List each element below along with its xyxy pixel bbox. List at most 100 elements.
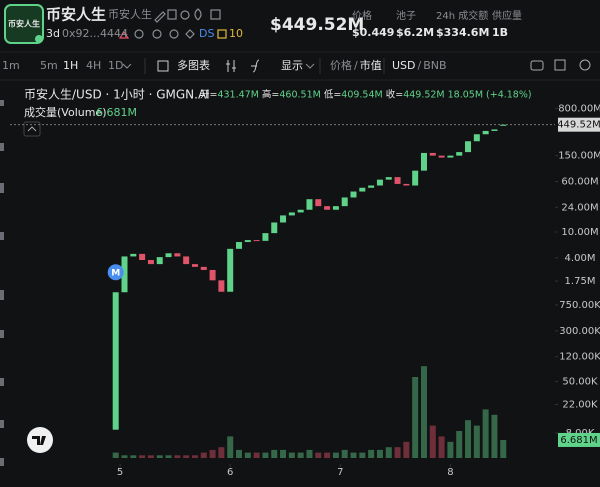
volume-bar (174, 455, 181, 458)
interval-button[interactable]: 5m (40, 59, 58, 72)
ds-link[interactable]: DS (199, 27, 214, 40)
candle-body[interactable] (200, 266, 207, 270)
candle-body[interactable] (156, 257, 163, 265)
candle-body[interactable] (262, 233, 269, 241)
volume-bar (447, 441, 454, 458)
avatar-label: 币安人生 (8, 19, 40, 29)
currency-toggle[interactable]: / (418, 59, 422, 72)
fx-icon[interactable] (251, 59, 260, 73)
candle-body[interactable] (368, 185, 375, 188)
interval-button[interactable]: 1H (63, 59, 78, 72)
volume-bar (456, 431, 463, 458)
candle-body[interactable] (324, 206, 331, 210)
tv-logo-mark (32, 436, 46, 445)
candle-body[interactable] (280, 215, 287, 223)
currency-toggle[interactable]: BNB (423, 59, 446, 72)
candle-body[interactable] (271, 222, 278, 234)
token-address[interactable]: 0x92...4444 (62, 27, 128, 40)
display-button[interactable]: 显示 (281, 59, 303, 72)
candle-body[interactable] (121, 256, 128, 293)
migration-marker[interactable] (107, 264, 124, 281)
currency-toggle[interactable]: USD (392, 59, 416, 72)
volume-bar (297, 452, 304, 458)
volume-bar (262, 452, 269, 458)
candle-body[interactable] (376, 179, 383, 186)
volume-bar (112, 452, 119, 458)
volume-bar (121, 455, 128, 458)
candle-body[interactable] (191, 264, 198, 267)
indicator-icon[interactable] (226, 60, 236, 72)
candle-body[interactable] (174, 253, 181, 257)
price-mcap-toggle[interactable]: 价格 (330, 58, 352, 72)
candle-body[interactable] (385, 177, 392, 180)
price-mcap-toggle[interactable]: 市值 (360, 58, 382, 72)
x-tick-label: 5 (117, 467, 123, 478)
drawing-tools[interactable] (0, 100, 4, 466)
token-title: 币安人生 (46, 6, 106, 24)
candle-body[interactable] (456, 152, 463, 156)
candle-body[interactable] (482, 130, 489, 135)
price-mcap-toggle[interactable]: / (354, 59, 358, 72)
candle-body[interactable] (465, 141, 472, 153)
candle-body[interactable] (165, 253, 172, 258)
x-tick-label: 7 (337, 467, 343, 478)
volume-legend-value: 6.681M (96, 106, 137, 119)
fullscreen-icon[interactable] (554, 59, 566, 71)
ohlc-label: 收= (386, 89, 403, 101)
interval-button[interactable]: 4H (86, 59, 101, 72)
candle-body[interactable] (244, 240, 251, 243)
candle-body[interactable] (253, 240, 260, 242)
candle-body[interactable] (491, 129, 498, 131)
candle-body[interactable] (147, 260, 154, 265)
avatar[interactable] (4, 4, 44, 44)
interval-button[interactable]: 1m (2, 59, 20, 72)
volume-bar (236, 449, 243, 458)
candle-body[interactable] (236, 242, 243, 249)
change-pct: (+4.18%) (486, 90, 532, 101)
candle-body[interactable] (412, 170, 419, 186)
volume-bar (139, 455, 146, 458)
volume-bar (288, 452, 295, 458)
candle-body[interactable] (297, 209, 304, 213)
volume-bar (253, 452, 260, 458)
multi-chart-icon[interactable] (157, 60, 169, 72)
candle-body[interactable] (130, 253, 137, 257)
candle-body[interactable] (227, 248, 234, 292)
candle-body[interactable] (218, 280, 225, 292)
candle-body[interactable] (447, 155, 454, 158)
candle-body[interactable] (438, 155, 445, 158)
dropdown-caret[interactable] (122, 63, 132, 69)
volume-bar (306, 449, 313, 458)
screenshot-icon[interactable] (530, 60, 544, 71)
stat-label: 价格 (352, 9, 372, 22)
ohlc-value: 431.47M (217, 90, 258, 101)
candle-body[interactable] (183, 256, 190, 265)
candle-body[interactable] (315, 199, 322, 207)
settings-icon[interactable] (579, 59, 591, 71)
candle-body[interactable] (359, 187, 366, 192)
candle-body[interactable] (420, 152, 427, 171)
ohlc-label: 开= (200, 90, 217, 101)
candle-body[interactable] (429, 152, 436, 156)
dropdown-caret[interactable] (305, 63, 315, 69)
candle-body[interactable] (332, 206, 339, 210)
candle-body[interactable] (112, 292, 119, 430)
candle-body[interactable] (350, 191, 357, 198)
header-icons[interactable] (118, 8, 227, 39)
y-tick-label: 750.00K (559, 300, 600, 311)
candle-body[interactable] (139, 253, 146, 261)
candle-body[interactable] (403, 183, 410, 186)
candle-body[interactable] (394, 177, 401, 184)
candle-body[interactable] (473, 134, 480, 142)
candle-body[interactable] (209, 269, 216, 281)
candle-body[interactable] (341, 197, 348, 207)
interval-button[interactable]: 1D (108, 59, 123, 72)
collapse-legend[interactable] (23, 121, 41, 137)
multi-chart-button[interactable]: 多图表 (177, 58, 210, 72)
candle-body[interactable] (306, 199, 313, 210)
volume-bar (200, 452, 207, 458)
candle-body[interactable] (500, 124, 507, 126)
candle-body[interactable] (288, 212, 295, 216)
volume-bar (315, 452, 322, 458)
volume-bar (359, 452, 366, 458)
